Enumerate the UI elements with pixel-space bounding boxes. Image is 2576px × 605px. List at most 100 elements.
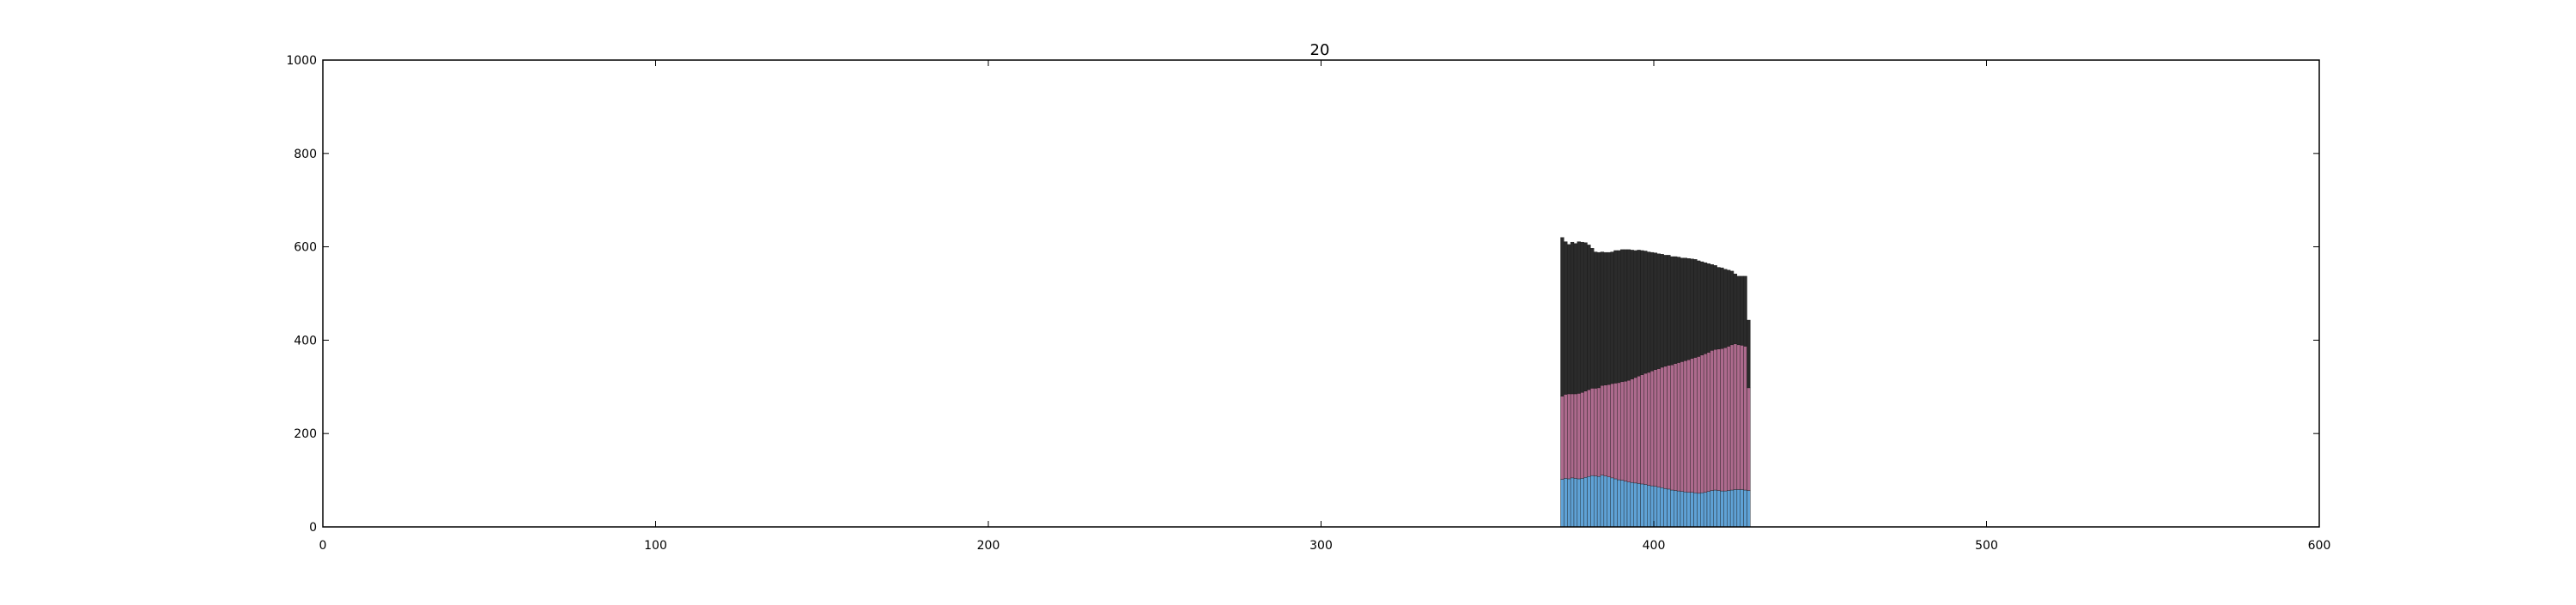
bar-series-2-x-394: [1633, 250, 1637, 378]
bar-series-2-x-403: [1663, 255, 1668, 367]
bar-series-1-x-378: [1580, 392, 1584, 479]
bar-series-1-x-394: [1633, 377, 1637, 484]
bar-series-0-x-405: [1670, 489, 1674, 528]
bar-series-0-x-399: [1649, 485, 1655, 528]
bar-series-1-x-383: [1596, 387, 1601, 477]
y-tick-label: 0: [309, 521, 317, 535]
bar-series-0-x-376: [1573, 478, 1578, 528]
bar-series-0-x-416: [1706, 491, 1711, 528]
bar-series-0-x-393: [1630, 482, 1634, 528]
bar-series-0-x-381: [1590, 475, 1595, 528]
bar-series-0-x-392: [1626, 481, 1631, 528]
bar-series-1-x-393: [1630, 378, 1634, 483]
y-tick-label: 400: [294, 334, 317, 348]
bar-series-2-x-422: [1727, 269, 1731, 347]
bar-series-1-x-373: [1564, 394, 1568, 479]
bar-series-2-x-386: [1607, 251, 1611, 385]
bar-series-0-x-414: [1700, 493, 1704, 528]
bar-series-0-x-428: [1747, 490, 1751, 528]
bar-series-2-x-408: [1680, 257, 1685, 362]
bar-series-1-x-389: [1617, 382, 1621, 481]
bar-series-0-x-401: [1656, 487, 1661, 528]
bar-series-1-x-420: [1720, 348, 1724, 492]
bar-series-1-x-396: [1640, 374, 1644, 485]
bar-series-2-x-427: [1743, 275, 1747, 347]
bar-series-1-x-426: [1740, 345, 1744, 490]
bar-series-0-x-411: [1690, 492, 1694, 528]
bar-series-0-x-402: [1660, 487, 1664, 528]
bar-series-0-x-423: [1729, 489, 1735, 528]
bar-series-0-x-396: [1640, 483, 1644, 528]
bar-series-1-x-422: [1727, 346, 1731, 491]
bar-series-1-x-395: [1637, 376, 1641, 484]
bar-series-2-x-410: [1686, 258, 1691, 360]
bar-series-0-x-384: [1600, 475, 1605, 528]
bar-series-1-x-372: [1560, 396, 1564, 480]
bar-series-0-x-380: [1587, 476, 1591, 528]
bar-series-1-x-427: [1743, 346, 1747, 491]
bar-series-2-x-375: [1570, 241, 1575, 395]
bar-series-1-x-414: [1700, 354, 1704, 493]
bar-series-2-x-405: [1670, 256, 1674, 366]
bar-series-2-x-377: [1577, 241, 1581, 394]
bar-series-0-x-413: [1697, 493, 1701, 528]
x-tick-label: 300: [1309, 539, 1333, 553]
bar-series-1-x-391: [1623, 381, 1628, 481]
bar-series-1-x-381: [1590, 388, 1595, 476]
bar-series-0-x-419: [1716, 490, 1721, 528]
bar-series-2-x-425: [1736, 275, 1741, 346]
bar-series-0-x-383: [1596, 476, 1601, 528]
x-tick-label: 200: [977, 539, 1000, 553]
bar-series-0-x-398: [1647, 485, 1651, 528]
bar-series-0-x-420: [1720, 490, 1724, 528]
bar-series-0-x-415: [1703, 492, 1708, 528]
bar-series-0-x-395: [1637, 483, 1641, 528]
bar-series-0-x-409: [1683, 492, 1687, 528]
bar-series-0-x-425: [1736, 489, 1741, 528]
bar-series-0-x-390: [1620, 480, 1625, 528]
bar-series-0-x-389: [1617, 479, 1621, 528]
bar-series-1-x-407: [1676, 362, 1681, 492]
bar-series-1-x-399: [1649, 371, 1655, 487]
bar-series-2-x-420: [1720, 267, 1724, 349]
bar-series-2-x-392: [1626, 249, 1631, 381]
bar-series-1-x-406: [1674, 363, 1678, 491]
bar-series-0-x-410: [1686, 492, 1691, 528]
bar-series-2-x-385: [1603, 251, 1607, 385]
bar-series-1-x-424: [1733, 343, 1738, 490]
bar-series-0-x-387: [1610, 477, 1614, 528]
bar-series-1-x-375: [1570, 393, 1575, 479]
bar-series-1-x-408: [1680, 361, 1685, 492]
bar-series-2-x-398: [1647, 251, 1651, 373]
bar-series-2-x-379: [1583, 242, 1588, 391]
y-tick-label: 800: [294, 148, 317, 161]
chart-title: 20: [1310, 41, 1330, 59]
bar-series-2-x-412: [1693, 259, 1698, 358]
bar-series-1-x-409: [1683, 360, 1687, 493]
bar-series-2-x-393: [1630, 250, 1634, 379]
bar-series-2-x-387: [1610, 251, 1614, 384]
bar-series-1-x-387: [1610, 383, 1614, 479]
plot-frame: [322, 59, 2320, 528]
bar-series-2-x-378: [1580, 241, 1584, 393]
bar-series-1-x-392: [1626, 379, 1631, 482]
bar-series-2-x-428: [1747, 319, 1751, 389]
bar-series-0-x-386: [1607, 476, 1611, 528]
bar-series-2-x-426: [1740, 275, 1744, 346]
bar-series-2-x-413: [1697, 260, 1701, 357]
bar-series-2-x-424: [1733, 273, 1738, 344]
x-axis: 0 100 200 300 400 500 600: [319, 60, 2331, 553]
x-tick-label: 600: [2308, 539, 2331, 553]
bar-series-2-x-404: [1667, 255, 1671, 366]
bar-series-1-x-410: [1686, 360, 1691, 493]
bar-series-2-x-414: [1700, 261, 1704, 356]
bar-series-1-x-421: [1723, 347, 1728, 492]
bar-series-2-x-407: [1676, 257, 1681, 363]
bar-series-0-x-397: [1643, 484, 1648, 528]
bar-series-0-x-394: [1633, 482, 1637, 528]
bar-series-2-x-415: [1703, 262, 1708, 354]
bar-series-2-x-416: [1706, 263, 1711, 353]
bar-series-0-x-403: [1663, 488, 1668, 528]
y-tick-label: 200: [294, 427, 317, 441]
x-tick-label: 0: [319, 539, 327, 553]
